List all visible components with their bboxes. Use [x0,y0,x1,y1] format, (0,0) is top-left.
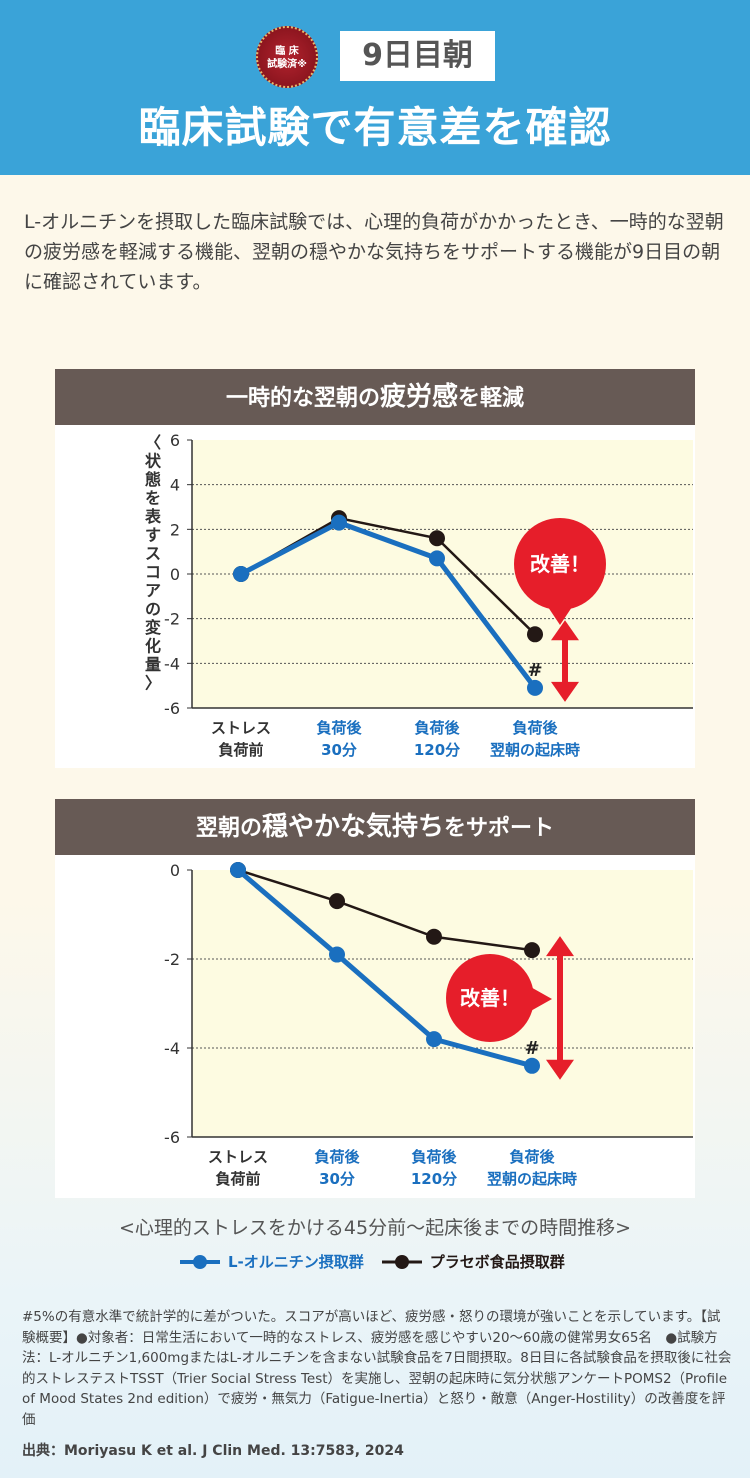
x-tick-label: 負荷前 [215,1170,260,1188]
x-tick-label: 翌朝の起床時 [490,741,580,759]
y-tick-label: -2 [164,950,180,969]
badge-line2: 試験済※ [267,59,307,70]
clinical-badge: 臨 床試験済※ [256,26,318,88]
data-point-ornithine [527,679,543,696]
y-tick-label: -4 [164,654,180,673]
placebo-legend-icon [381,1254,422,1269]
y-tick-label: -6 [164,699,180,718]
data-point-placebo [429,530,445,547]
y-axis-label-char: 〈 [145,433,161,452]
y-axis-label-char: 〉 [145,674,161,693]
y-tick-label: 6 [170,431,180,450]
x-tick-label: 負荷後 [411,1148,457,1166]
x-tick-label: 翌朝の起床時 [487,1170,577,1188]
y-axis-label-char: を [145,489,161,508]
day-label: 9日目朝 [340,31,495,81]
arrow-head-down [551,681,579,702]
significance-mark: # [527,660,542,681]
legend-caption: <心理的ストレスをかける45分前～起床後までの時間推移> [118,1217,632,1239]
title-part: をサポート [444,816,555,841]
y-tick-label: 0 [170,565,180,584]
y-axis-label-char: 化 [145,637,161,656]
plot-area [192,870,693,1137]
arrow-head-down [546,1059,574,1080]
y-axis-label-char: 表 [144,507,162,526]
data-point-ornithine [331,514,347,531]
improve-label: 改善！ [460,986,520,1010]
legend: L-オルニチン摂取群 プラセボ食品摂取群 [180,1251,565,1272]
page-title: 臨床試験で有意差を確認 [138,103,612,152]
x-tick-label: 120分 [414,741,460,759]
chart-title: 一時的な翌朝の疲労感を軽減 [55,369,695,425]
data-point-placebo [524,942,540,959]
series-line-ornithine [239,519,537,690]
x-tick-label: 負荷後 [414,719,460,737]
legend-ornithine: L-オルニチン摂取群 [228,1253,364,1271]
title-part: を軽減 [458,386,525,411]
improve-bubble [514,518,606,610]
x-tick-label: 負荷後 [512,719,558,737]
x-tick-label: ストレス [208,1148,268,1166]
y-tick-label: -4 [164,1039,180,1058]
x-tick-label: ストレス [211,719,271,737]
chart-fatigue: 一時的な翌朝の疲労感を軽減 6 4 2 0 -2 -4 -6 〈状態を表すスコアの変化量〉スト… [55,369,695,768]
title-part: 翌朝の [195,816,262,841]
data-point-ornithine [524,1057,540,1074]
header: 臨 床試験済※ 9日目朝 臨床試験で有意差を確認 [0,0,750,175]
series-line-placebo [237,868,533,952]
source: 出典：Moriyasu K et al. J Clin Med. 13:7583… [22,1443,404,1459]
chart-title: 翌朝の穏やかな気持ちをサポート [55,799,695,855]
chart-mood: 翌朝の穏やかな気持ちをサポート 0 -2 -4 -6 ストレス負荷前 負荷後 30分 負荷後 1… [55,799,695,1198]
y-axis-label-char: 状 [145,452,162,471]
legend-placebo: プラセボ食品摂取群 [429,1253,565,1271]
data-point-placebo [329,893,345,910]
x-tick-label: 負荷後 [509,1148,555,1166]
arrow-head-up [546,936,574,957]
improve-bubble [446,954,534,1042]
data-point-ornithine [329,946,345,963]
data-point-ornithine [233,566,249,582]
title-part: 一時的な翌朝の [225,386,380,411]
y-tick-label: 4 [170,476,180,495]
x-tick-label: 120分 [411,1170,457,1188]
data-point-placebo [426,928,442,945]
x-tick-label: 30分 [321,741,357,759]
data-point-ornithine [429,550,445,567]
data-point-placebo [527,626,543,643]
y-tick-label: -6 [164,1128,180,1147]
footnotes: #5%の有意水準で統計学的に差がついた。スコアが高いほど、疲労感・怒りの環境が強… [22,1309,732,1428]
y-axis-label-char: ス [145,544,161,563]
x-tick-label: 30分 [319,1170,355,1188]
x-tick-label: 負荷後 [314,1148,360,1166]
x-tick-label: 負荷前 [218,741,263,759]
series-line-ornithine [236,868,533,1069]
y-axis-label-char: 変 [145,618,161,637]
title-part: 疲労感 [379,382,458,412]
y-axis-label-char: コ [145,563,161,582]
significance-mark: # [524,1038,539,1059]
y-axis-label-char: 量 [145,655,161,674]
title-part: 穏やかな気持ち [261,812,444,842]
x-tick-label: 負荷後 [316,719,362,737]
intro-text: L-オルニチンを摂取した臨床試験では、心理的負荷がかかったとき、一時的な翌朝の疲… [24,211,724,293]
y-tick-label: 2 [170,520,180,539]
y-tick-label: 0 [170,861,180,880]
y-tick-label: -2 [164,610,180,629]
data-point-ornithine [230,862,246,878]
y-axis-label-char: す [145,526,161,545]
improve-label: 改善！ [530,552,590,576]
data-point-ornithine [426,1031,442,1048]
y-axis-label-char: の [145,600,161,619]
arrow-head-up [551,620,579,641]
y-axis-label-char: 態 [145,470,161,489]
badge-line1: 臨 床 [275,46,299,57]
y-axis-label-char: ア [145,581,161,600]
ornithine-legend-icon [180,1254,220,1269]
